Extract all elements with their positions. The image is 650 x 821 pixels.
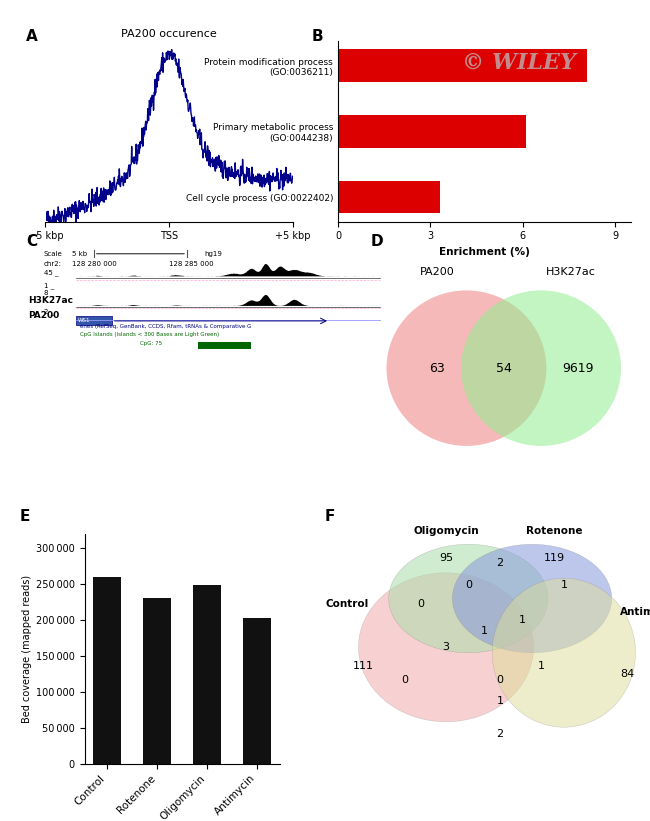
Text: CpG: 75: CpG: 75 — [140, 341, 162, 346]
Text: Oligomycin: Oligomycin — [413, 525, 479, 536]
X-axis label: Enrichment (%): Enrichment (%) — [439, 247, 530, 257]
Text: 45 _: 45 _ — [44, 268, 58, 276]
Bar — [243, 618, 270, 764]
Text: B: B — [312, 29, 324, 44]
Text: 0: 0 — [417, 599, 424, 609]
Text: PA200: PA200 — [420, 268, 454, 277]
Text: Antimycin: Antimycin — [621, 607, 650, 617]
Text: 119: 119 — [544, 553, 565, 563]
Text: 8 _: 8 _ — [44, 290, 54, 296]
Bar — [193, 585, 221, 764]
Bar — [338, 181, 439, 213]
FancyBboxPatch shape — [76, 317, 112, 325]
Text: Rotenone: Rotenone — [526, 525, 582, 536]
Text: 84: 84 — [621, 669, 634, 679]
Text: F: F — [325, 509, 335, 524]
Text: hg19: hg19 — [205, 250, 222, 257]
Text: A: A — [26, 29, 38, 44]
Text: 9619: 9619 — [563, 362, 594, 374]
FancyBboxPatch shape — [198, 342, 252, 348]
Ellipse shape — [387, 291, 547, 446]
Text: H3K27ac: H3K27ac — [28, 296, 73, 305]
Text: chr2:: chr2: — [44, 260, 62, 267]
Text: 3: 3 — [443, 642, 450, 652]
Text: 1: 1 — [497, 696, 504, 706]
Bar — [143, 599, 171, 764]
Text: 2: 2 — [497, 558, 504, 568]
Text: 5 kb: 5 kb — [73, 250, 88, 257]
Bar — [338, 49, 588, 82]
Text: PA200: PA200 — [28, 311, 59, 319]
Ellipse shape — [461, 291, 621, 446]
Text: C: C — [26, 234, 37, 249]
Text: 95: 95 — [439, 553, 453, 563]
Text: 1 _: 1 _ — [44, 282, 54, 289]
Ellipse shape — [358, 573, 534, 722]
Text: 1: 1 — [481, 626, 488, 636]
Text: 1: 1 — [519, 615, 526, 625]
Text: WS1: WS1 — [78, 319, 90, 323]
Text: 111: 111 — [353, 661, 374, 672]
Text: 63: 63 — [429, 362, 445, 374]
Text: Control: Control — [326, 599, 369, 609]
Text: 128 285 000: 128 285 000 — [169, 260, 214, 267]
Bar — [338, 115, 526, 148]
Text: Scale: Scale — [44, 250, 62, 257]
Text: 2 _: 2 _ — [44, 308, 54, 315]
Ellipse shape — [492, 578, 636, 727]
Text: 0: 0 — [401, 675, 408, 685]
Text: 1: 1 — [560, 580, 567, 590]
Text: 1: 1 — [538, 661, 545, 672]
Text: E: E — [20, 509, 30, 524]
Ellipse shape — [452, 544, 612, 653]
Text: © WILEY: © WILEY — [462, 52, 577, 74]
Text: H3K27ac: H3K27ac — [545, 268, 595, 277]
Text: D: D — [370, 234, 383, 249]
Text: 0: 0 — [497, 675, 504, 685]
Text: enes (RefSeq, GenBank, CCDS, Rfam, tRNAs & Comparative G: enes (RefSeq, GenBank, CCDS, Rfam, tRNAs… — [80, 323, 251, 329]
Text: 54: 54 — [496, 362, 512, 374]
Text: 2: 2 — [497, 729, 504, 739]
Text: 0: 0 — [465, 580, 472, 590]
Text: 128 280 000: 128 280 000 — [73, 260, 117, 267]
Y-axis label: Bed coverage (mapped reads): Bed coverage (mapped reads) — [21, 575, 32, 722]
Ellipse shape — [389, 544, 548, 653]
Title: PA200 occurence: PA200 occurence — [121, 29, 217, 39]
Bar — [94, 576, 121, 764]
Text: CpG Islands (Islands < 300 Bases are Light Green): CpG Islands (Islands < 300 Bases are Lig… — [80, 333, 219, 337]
